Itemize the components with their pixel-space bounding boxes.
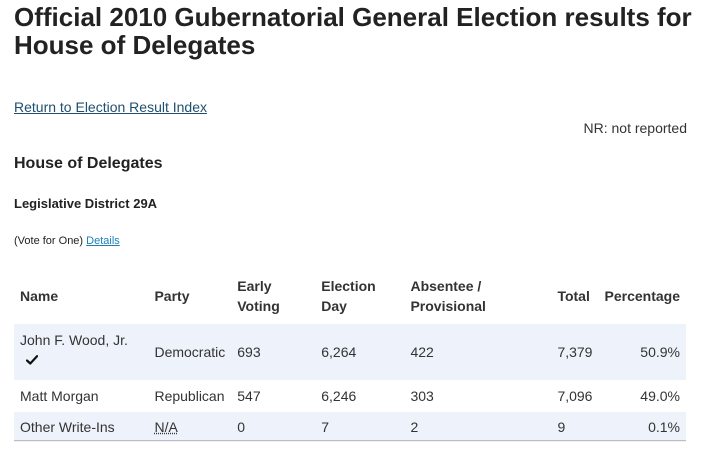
vote-instruction-line: (Vote for One) Details	[14, 235, 120, 247]
percentage-cell: 0.1%	[598, 412, 686, 442]
bottom-divider	[14, 440, 686, 441]
percentage-cell: 50.9%	[598, 324, 686, 380]
election-day-cell: 6,246	[315, 380, 405, 412]
page-title: Official 2010 Gubernatorial General Elec…	[14, 2, 692, 60]
total-cell: 7,096	[551, 380, 599, 412]
candidate-name-cell: John F. Wood, Jr.	[14, 324, 149, 380]
table-header-row: Name Party Early Voting Election Day Abs…	[14, 268, 686, 324]
absentee-cell: 303	[404, 380, 552, 412]
absentee-cell: 422	[404, 324, 552, 380]
district-heading: Legislative District 29A	[14, 196, 158, 211]
return-to-index-link[interactable]: Return to Election Result Index	[14, 99, 207, 115]
party-cell: Democratic	[148, 324, 232, 380]
header-early-voting: Early Voting	[237, 278, 280, 314]
results-table: Name Party Early Voting Election Day Abs…	[14, 268, 686, 442]
header-party: Party	[154, 288, 190, 304]
checkmark-icon	[25, 352, 39, 365]
header-total: Total	[557, 288, 590, 304]
header-percentage: Percentage	[604, 288, 680, 304]
table-row: Other Write-Ins N/A 0 7 2 9 0.1%	[14, 412, 686, 442]
early-voting-cell: 547	[231, 380, 316, 412]
election-day-cell: 7	[315, 412, 405, 442]
party-cell: N/A	[148, 412, 232, 442]
candidate-name: Other Write-Ins	[14, 412, 149, 442]
early-voting-cell: 0	[231, 412, 316, 442]
table-row: Matt Morgan Republican 547 6,246 303 7,0…	[14, 380, 686, 412]
total-cell: 9	[551, 412, 599, 442]
office-heading: House of Delegates	[14, 155, 163, 172]
candidate-name: Matt Morgan	[14, 380, 149, 412]
absentee-cell: 2	[404, 412, 552, 442]
nr-legend: NR: not reported	[583, 120, 688, 136]
na-abbreviation: N/A	[154, 419, 178, 435]
total-cell: 7,379	[551, 324, 599, 380]
election-day-cell: 6,264	[315, 324, 405, 380]
header-election-day: Election Day	[321, 278, 376, 314]
table-row: John F. Wood, Jr. Democratic 693 6,264 4…	[14, 324, 686, 380]
party-cell: Republican	[148, 380, 232, 412]
details-link[interactable]: Details	[86, 235, 120, 247]
header-absentee: Absentee / Provisional	[410, 278, 486, 314]
percentage-cell: 49.0%	[598, 380, 686, 412]
early-voting-cell: 693	[231, 324, 316, 380]
header-name: Name	[20, 288, 59, 304]
candidate-name: John F. Wood, Jr.	[20, 332, 128, 348]
vote-instruction: (Vote for One)	[14, 235, 84, 247]
